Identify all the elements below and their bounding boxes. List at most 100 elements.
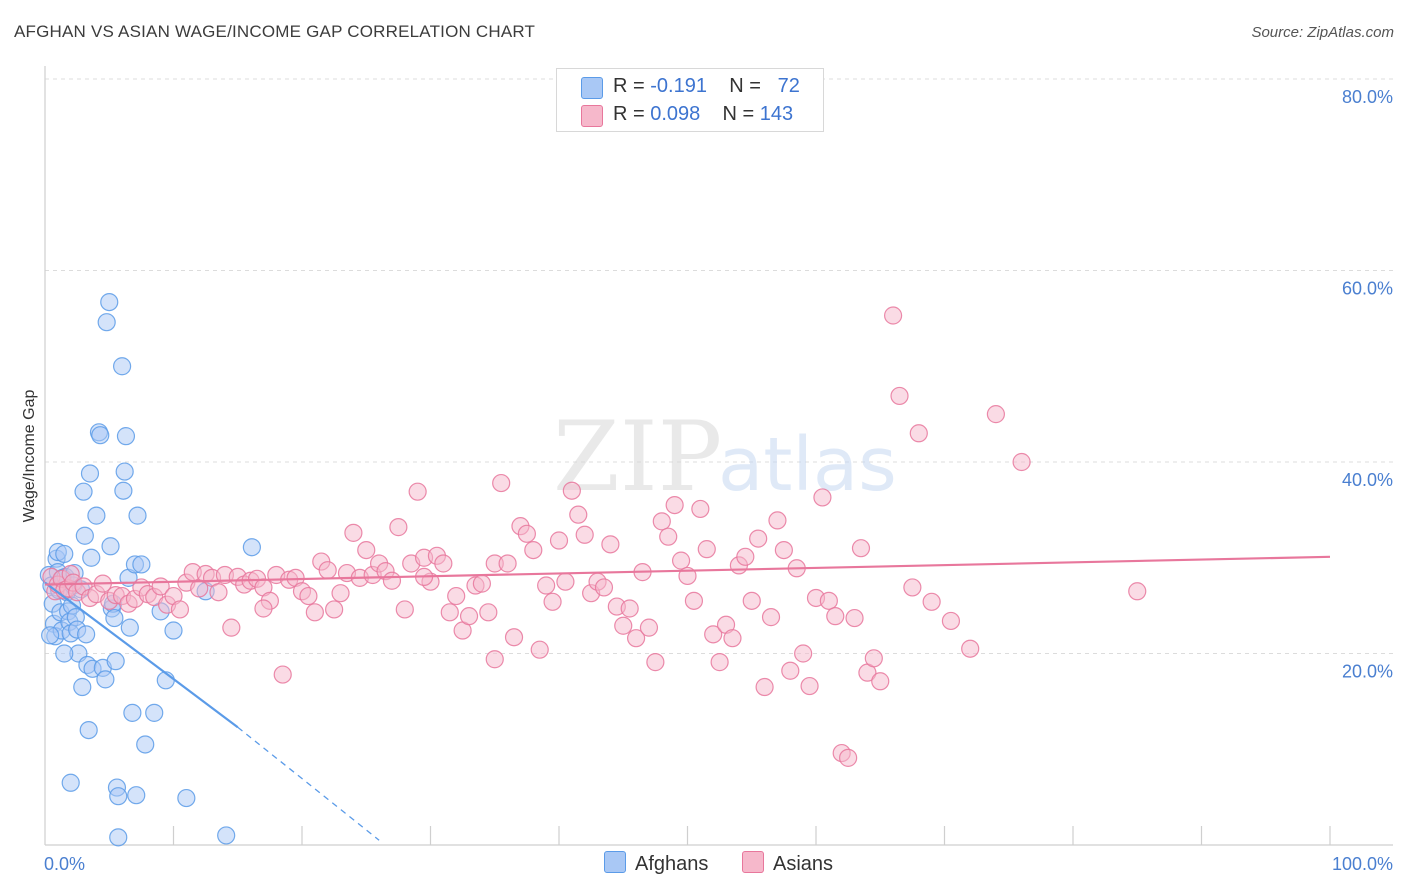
asians-r-label: R = — [613, 103, 651, 125]
afghans-r-label: R = — [613, 75, 651, 97]
asians-point — [569, 505, 588, 524]
asians-point — [1012, 452, 1031, 472]
asians-point — [922, 592, 941, 611]
asians-point — [626, 629, 646, 648]
afghans-point — [75, 526, 94, 545]
asians-point — [800, 676, 819, 696]
asians-point — [813, 488, 832, 507]
afghans-trend-extension — [237, 726, 380, 841]
asians-point — [543, 592, 562, 611]
x-tick-label-max: 100.0% — [1332, 854, 1393, 874]
afghans-point — [114, 481, 133, 500]
afghans-n-label: N = — [729, 75, 767, 97]
y-tick-label: 80.0% — [1342, 87, 1393, 107]
asians-point — [768, 511, 787, 530]
asians-point — [472, 574, 491, 593]
asians-point — [723, 629, 742, 648]
afghans-point — [73, 677, 92, 697]
tick-labels: 20.0% 40.0% 60.0% 80.0% 0.0% 100.0% Wage/Incom… — [21, 87, 1393, 874]
asians-point — [839, 748, 858, 767]
y-tick-label: 20.0% — [1342, 662, 1393, 682]
series-asians — [42, 306, 1147, 767]
asians-point — [382, 571, 402, 590]
afghans-point — [242, 538, 261, 557]
afghans-point — [96, 670, 115, 689]
asians-point — [357, 540, 376, 560]
asians-point — [479, 603, 498, 622]
asians-point — [305, 603, 324, 622]
asians-legend-label: Asians — [773, 853, 834, 875]
asians-point — [941, 611, 961, 631]
watermark-atlas: atlas — [718, 422, 897, 508]
asians-point — [389, 518, 408, 537]
afghans-trend-line — [44, 581, 239, 729]
afghans-point — [55, 644, 74, 663]
asians-point — [601, 535, 620, 554]
asians-point — [331, 584, 350, 603]
data-points — [39, 292, 1147, 847]
afghans-point — [106, 652, 125, 671]
afghans-point — [177, 788, 196, 808]
asians-point — [845, 608, 864, 628]
afghans-point — [74, 482, 93, 501]
asians-point — [659, 527, 678, 546]
asians-point — [781, 661, 800, 680]
asians-point — [170, 600, 190, 619]
afghans-point — [145, 703, 164, 722]
asians-point — [299, 586, 318, 606]
asians-point — [620, 599, 639, 618]
asians-n-label: N = — [722, 103, 760, 125]
source-credit: Source: ZipAtlas.com — [1251, 24, 1394, 41]
afghans-point — [97, 313, 116, 332]
legend-item-asians[interactable]: Asians — [742, 851, 833, 876]
asians-point — [961, 639, 980, 658]
y-tick-label: 60.0% — [1342, 279, 1393, 299]
afghans-point — [132, 555, 151, 574]
asians-point — [652, 512, 671, 531]
x-tick-label-min: 0.0% — [44, 854, 85, 874]
asians-point — [549, 531, 569, 550]
asians-point — [504, 628, 524, 647]
asians-n-value: 143 — [759, 103, 794, 125]
afghans-point — [55, 544, 74, 564]
legend-item-afghans[interactable]: Afghans — [604, 851, 708, 876]
asians-point — [556, 572, 575, 591]
asians-point — [562, 481, 581, 500]
asians-point — [671, 551, 691, 570]
asians-point — [871, 672, 890, 691]
asians-point — [909, 424, 928, 443]
afghans-point — [112, 357, 132, 376]
afghans-point — [120, 618, 139, 637]
afghans-point — [91, 426, 110, 445]
asians-point — [774, 540, 793, 560]
asians-point — [530, 640, 549, 659]
asians-point — [594, 578, 614, 597]
asians-point — [485, 650, 504, 669]
asians-point — [318, 561, 337, 580]
asians-point — [665, 495, 684, 515]
afghans-swatch — [581, 77, 603, 99]
axes — [44, 66, 1393, 846]
asians-point — [614, 616, 633, 635]
afghans-point — [164, 621, 183, 640]
asians-point — [794, 644, 813, 663]
afghans-point — [109, 828, 128, 847]
afghans-point — [80, 464, 100, 483]
afghans-point — [217, 826, 236, 845]
asians-point — [883, 306, 903, 325]
afghans-point — [77, 625, 96, 644]
grid-lines — [45, 78, 1393, 654]
asians-point — [646, 653, 665, 672]
asians-point — [447, 586, 466, 606]
afghans-n-value: 72 — [777, 75, 800, 97]
chart-title: AFGHAN VS ASIAN WAGE/INCOME GAP CORRELAT… — [14, 22, 536, 41]
asians-point — [459, 607, 479, 626]
afghans-point — [123, 703, 142, 722]
asians-point — [517, 524, 536, 543]
afghans-point — [128, 506, 147, 525]
afghans-legend-label: Afghans — [635, 853, 709, 875]
y-axis-label: Wage/Income Gap — [21, 390, 38, 523]
afghans-legend-swatch — [604, 851, 626, 873]
asians-point — [408, 482, 427, 501]
asians-point — [704, 625, 723, 644]
